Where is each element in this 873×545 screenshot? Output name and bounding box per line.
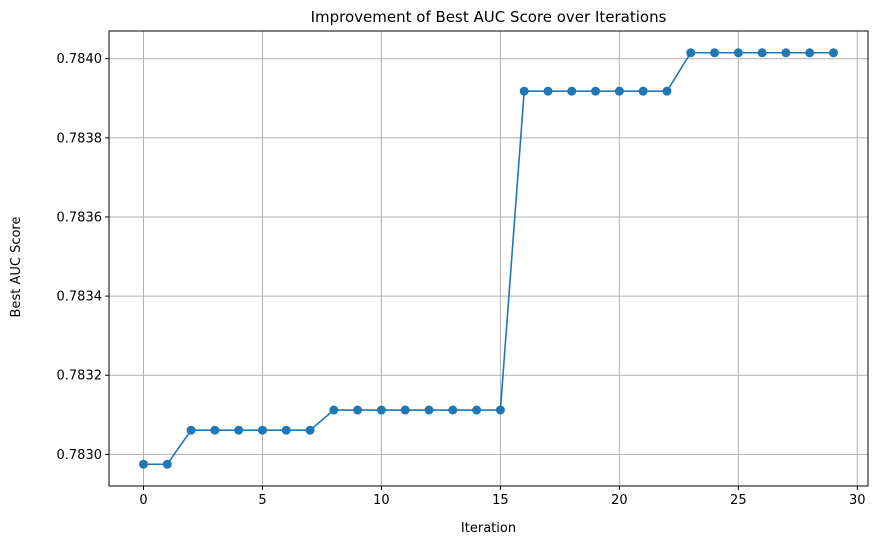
chart-title: Improvement of Best AUC Score over Itera… <box>311 8 667 26</box>
x-tick-label: 10 <box>373 493 390 508</box>
axis-ticks: 0 5 10 15 20 25 30 0.7830 0.7832 0.7834 0.7836 0.78… <box>57 52 866 508</box>
data-point <box>519 86 529 96</box>
data-point <box>353 405 363 415</box>
y-axis-title: Best AUC Score <box>9 217 24 318</box>
y-tick-label: 0.7838 <box>57 131 103 146</box>
y-tick-label: 0.7836 <box>57 210 103 225</box>
data-point <box>162 459 172 469</box>
data-point <box>376 405 386 415</box>
data-point <box>567 86 577 96</box>
data-point <box>757 48 767 58</box>
data-point <box>448 405 458 415</box>
data-point <box>186 425 196 435</box>
x-tick-label: 15 <box>492 493 509 508</box>
x-tick-label: 0 <box>139 493 147 508</box>
data-point <box>829 48 838 58</box>
data-point <box>543 86 553 96</box>
data-point <box>139 459 148 469</box>
y-tick-label: 0.7832 <box>57 369 103 384</box>
data-point <box>591 86 601 96</box>
y-tick-label: 0.7834 <box>57 290 103 305</box>
data-point <box>210 425 220 435</box>
data-point <box>281 425 291 435</box>
series <box>139 48 838 469</box>
x-tick-label: 25 <box>730 493 747 508</box>
data-point <box>234 425 244 435</box>
data-point <box>495 405 505 415</box>
data-point <box>257 425 267 435</box>
grid <box>109 31 868 486</box>
data-point <box>805 48 815 58</box>
data-point <box>638 86 648 96</box>
data-point <box>305 425 315 435</box>
data-point <box>781 48 791 58</box>
data-point <box>329 405 339 415</box>
data-point <box>710 48 720 58</box>
data-point <box>662 86 672 96</box>
data-point <box>472 405 482 415</box>
x-axis-title: Iteration <box>461 521 516 536</box>
data-point <box>614 86 624 96</box>
y-tick-label: 0.7840 <box>57 52 103 67</box>
data-point <box>424 405 434 415</box>
x-tick-label: 30 <box>849 493 866 508</box>
data-point <box>400 405 410 415</box>
x-tick-label: 20 <box>611 493 628 508</box>
y-tick-label: 0.7830 <box>57 448 103 463</box>
x-tick-label: 5 <box>258 493 266 508</box>
data-point <box>733 48 743 58</box>
plot-frame <box>108 30 869 487</box>
data-point <box>686 48 696 58</box>
